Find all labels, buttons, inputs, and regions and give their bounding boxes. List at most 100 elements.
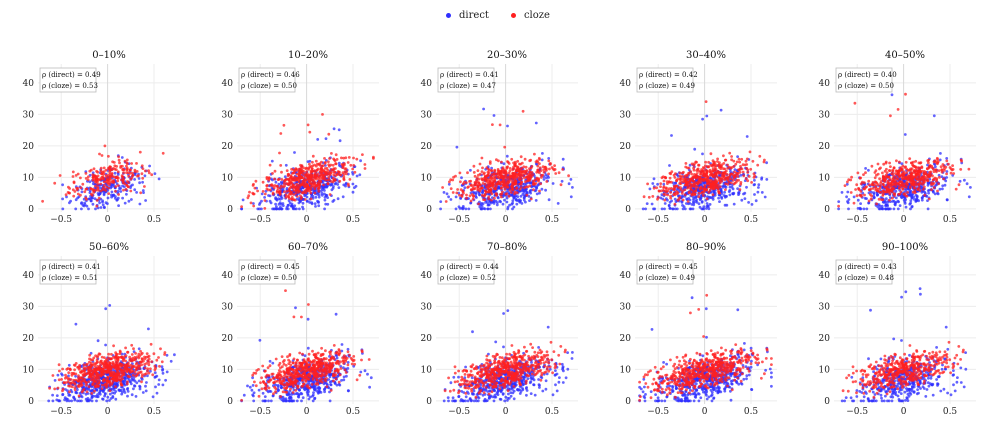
point-cloze [307, 186, 310, 190]
point-cloze [469, 199, 473, 203]
point-cloze [756, 163, 760, 167]
point-cloze [126, 171, 130, 175]
point-direct [74, 374, 77, 378]
point-cloze [348, 178, 352, 181]
point-cloze [523, 186, 526, 190]
point-cloze [280, 178, 284, 181]
point-direct [116, 173, 120, 176]
point-direct [329, 183, 333, 187]
point-cloze [864, 171, 867, 175]
point-cloze [125, 158, 129, 162]
point-cloze [703, 187, 706, 191]
point-direct [89, 389, 92, 393]
point-direct [837, 207, 840, 211]
point-cloze [116, 184, 120, 187]
point-direct [93, 197, 97, 201]
point-cloze [903, 166, 907, 169]
point-cloze [499, 195, 503, 199]
point-direct [275, 205, 278, 209]
point-cloze [888, 184, 892, 187]
point-cloze [707, 165, 711, 169]
point-direct [698, 205, 702, 209]
point-cloze [321, 164, 325, 168]
point-direct [702, 205, 706, 209]
point-cloze [530, 175, 533, 179]
legend-item-direct[interactable]: direct [446, 10, 489, 21]
point-cloze [105, 185, 108, 189]
point-cloze [114, 168, 118, 172]
point-cloze [881, 171, 884, 175]
point-cloze [129, 189, 133, 193]
point-cloze [493, 169, 497, 173]
point-direct [492, 114, 496, 117]
point-direct [121, 184, 124, 188]
point-direct [67, 363, 71, 367]
point-cloze [322, 183, 325, 187]
point-cloze [283, 190, 286, 194]
point-direct [78, 399, 81, 403]
point-cloze [544, 167, 548, 171]
point-direct [933, 192, 937, 196]
point-cloze [674, 172, 677, 176]
point-cloze [561, 168, 565, 171]
point-cloze [463, 180, 466, 184]
point-direct [723, 185, 727, 188]
point-cloze [718, 161, 721, 165]
point-direct [80, 202, 83, 205]
point-cloze [74, 174, 78, 177]
point-direct [909, 201, 912, 205]
point-cloze [117, 193, 120, 196]
legend-item-cloze[interactable]: cloze [510, 10, 550, 21]
point-cloze [99, 169, 103, 173]
point-direct [547, 157, 551, 160]
point-cloze [706, 182, 709, 186]
point-direct [540, 158, 544, 162]
x-tick-label: 0 [503, 215, 509, 225]
point-cloze [265, 187, 269, 191]
point-cloze [104, 189, 108, 192]
point-cloze [738, 188, 742, 191]
point-direct [112, 388, 116, 392]
point-cloze [685, 174, 689, 177]
point-cloze [141, 176, 145, 180]
point-cloze [877, 187, 880, 191]
point-cloze [519, 181, 523, 184]
point-direct [693, 147, 697, 151]
point-direct [445, 192, 449, 196]
point-cloze [939, 165, 943, 169]
point-cloze [139, 191, 143, 195]
point-direct [666, 198, 669, 202]
point-cloze [155, 358, 159, 362]
point-cloze [536, 160, 540, 164]
point-direct [659, 196, 663, 200]
point-cloze [517, 171, 521, 174]
point-cloze [952, 172, 956, 175]
point-cloze [161, 151, 165, 155]
point-direct [271, 207, 274, 211]
point-cloze [127, 174, 131, 178]
point-cloze [742, 174, 746, 178]
y-tick-label: 40 [421, 79, 433, 89]
point-cloze [68, 187, 71, 190]
point-direct [705, 114, 709, 118]
point-cloze [137, 174, 140, 178]
point-cloze [334, 162, 337, 166]
point-direct [513, 195, 517, 199]
point-cloze [346, 161, 350, 164]
point-cloze [94, 184, 97, 188]
x-tick-label: 0 [105, 407, 111, 417]
point-direct [660, 207, 664, 211]
point-cloze [103, 183, 106, 187]
point-cloze [508, 167, 512, 170]
point-cloze [702, 172, 706, 176]
point-cloze [467, 185, 470, 189]
point-cloze [894, 175, 898, 179]
point-cloze [471, 197, 475, 201]
point-direct [274, 207, 278, 211]
point-cloze [118, 161, 121, 165]
point-direct [91, 202, 95, 206]
x-tick-label: 0.5 [147, 215, 162, 225]
point-direct [70, 390, 74, 394]
point-direct [756, 190, 760, 194]
point-direct [173, 353, 176, 357]
